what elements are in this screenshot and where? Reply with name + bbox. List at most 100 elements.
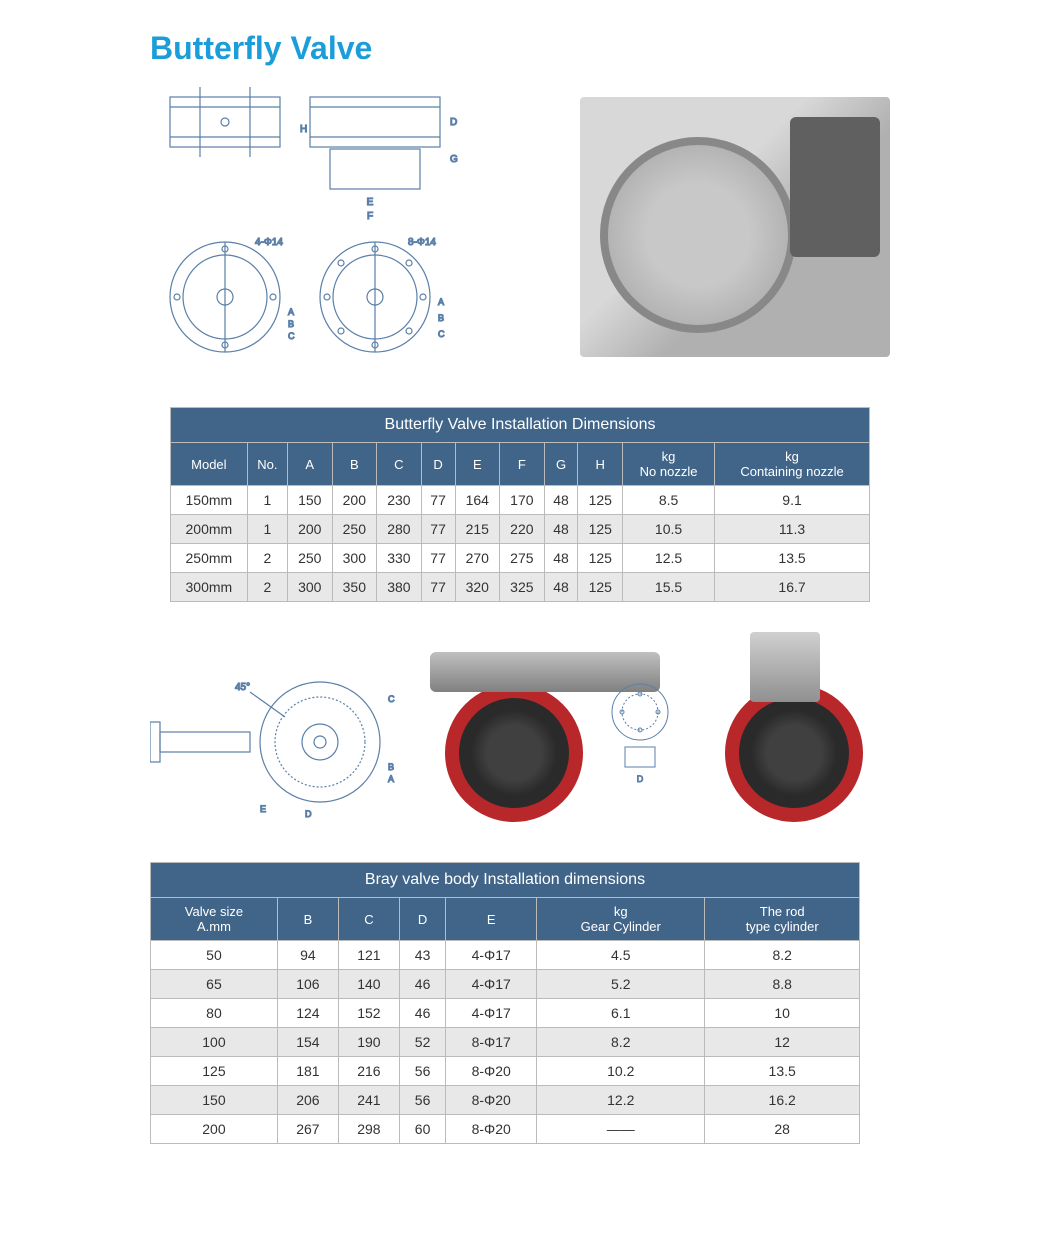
table2-col-header: The rodtype cylinder [705,898,860,941]
table-cell: 12.5 [623,544,715,573]
table-cell: 8.5 [623,486,715,515]
table1-col-header: kgNo nozzle [623,443,715,486]
table-cell: 10 [705,999,860,1028]
table-cell: 200 [287,515,332,544]
table-cell: 12.2 [537,1086,705,1115]
table2-col-header: C [338,898,399,941]
table-cell: 16.2 [705,1086,860,1115]
table1-col-header: C [377,443,422,486]
table-cell: 11.3 [715,515,870,544]
svg-text:C: C [288,331,295,341]
svg-text:F: F [367,211,373,222]
table-cell: 8.2 [705,941,860,970]
table-cell: 350 [332,573,377,602]
table-cell: 46 [399,999,445,1028]
table-cell: 1 [247,515,287,544]
table-cell: 8-Φ20 [446,1115,537,1144]
table-cell: 8.8 [705,970,860,999]
table-cell: 5.2 [537,970,705,999]
table-cell: 380 [377,573,422,602]
table-cell: 1 [247,486,287,515]
table-cell: 150 [151,1086,278,1115]
table-cell: 4-Φ17 [446,999,537,1028]
product-photo-grey-valve [580,97,890,357]
table-cell: 181 [277,1057,338,1086]
technical-drawing-small: D [600,672,680,792]
table1-title: Butterfly Valve Installation Dimensions [171,408,870,443]
table-cell: 48 [544,573,578,602]
table-cell: 125 [578,486,623,515]
svg-text:B: B [388,762,394,772]
table-cell: 215 [455,515,500,544]
svg-text:C: C [438,329,445,339]
svg-text:D: D [305,809,312,819]
table-cell: 48 [544,544,578,573]
table-cell: 125 [578,573,623,602]
table1-col-header: No. [247,443,287,486]
table-cell: 8-Φ17 [446,1028,537,1057]
table-row: 100154190528-Φ178.212 [151,1028,860,1057]
table-cell: 77 [421,573,455,602]
table-cell: 15.5 [623,573,715,602]
table-cell: 250mm [171,544,248,573]
table-cell: 150 [287,486,332,515]
table-cell: 65 [151,970,278,999]
table1-col-header: B [332,443,377,486]
svg-text:A: A [288,307,294,317]
table-cell: 200mm [171,515,248,544]
table-cell: 8.2 [537,1028,705,1057]
table-cell: 94 [277,941,338,970]
table-cell: 300 [332,544,377,573]
table-row: 65106140464-Φ175.28.8 [151,970,860,999]
svg-text:D: D [450,117,457,128]
svg-text:C: C [388,694,395,704]
table-cell: 4-Φ17 [446,970,537,999]
table-cell: 60 [399,1115,445,1144]
svg-text:E: E [260,804,266,814]
table2-col-header: D [399,898,445,941]
table-cell: 230 [377,486,422,515]
table1-col-header: A [287,443,332,486]
table-cell: 77 [421,515,455,544]
table-cell: 77 [421,486,455,515]
table-cell: 13.5 [715,544,870,573]
table-cell: 10.2 [537,1057,705,1086]
table-cell: 150mm [171,486,248,515]
table-cell: 52 [399,1028,445,1057]
table-cell: 2 [247,573,287,602]
technical-drawing-flange: E F D G H 4-Φ14 A B C [160,87,460,367]
table-cell: 106 [277,970,338,999]
table2-title: Bray valve body Installation dimensions [151,863,860,898]
table-cell: 2 [247,544,287,573]
table-cell: 250 [287,544,332,573]
product-photo-red-valve-gearbox [700,632,860,832]
table1-col-header: H [578,443,623,486]
table1-col-header: G [544,443,578,486]
table-cell: 170 [500,486,545,515]
table-cell: 48 [544,515,578,544]
table1-col-header: F [500,443,545,486]
table-row: 80124152464-Φ176.110 [151,999,860,1028]
table-row: 150mm115020023077164170481258.59.1 [171,486,870,515]
table-row: 125181216568-Φ2010.213.5 [151,1057,860,1086]
table-cell: 125 [578,544,623,573]
table2-wrap: Bray valve body Installation dimensions … [150,862,860,1144]
table-cell: 300mm [171,573,248,602]
table-row: 200mm1200250280772152204812510.511.3 [171,515,870,544]
table-cell: 46 [399,970,445,999]
table1-wrap: Butterfly Valve Installation Dimensions … [170,407,870,602]
table-cell: 200 [151,1115,278,1144]
table-cell: 28 [705,1115,860,1144]
table2-col-header: kgGear Cylinder [537,898,705,941]
svg-text:8-Φ14: 8-Φ14 [408,237,436,248]
table-cell: 56 [399,1057,445,1086]
table-row: 5094121434-Φ174.58.2 [151,941,860,970]
svg-text:G: G [450,154,458,165]
diagram-row-middle: 45° C A B E D D [150,632,1030,832]
table2-col-header: Valve sizeA.mm [151,898,278,941]
table-cell: 124 [277,999,338,1028]
table-cell: 216 [338,1057,399,1086]
table-cell: 298 [338,1115,399,1144]
table-cell: 80 [151,999,278,1028]
table-cell: 121 [338,941,399,970]
